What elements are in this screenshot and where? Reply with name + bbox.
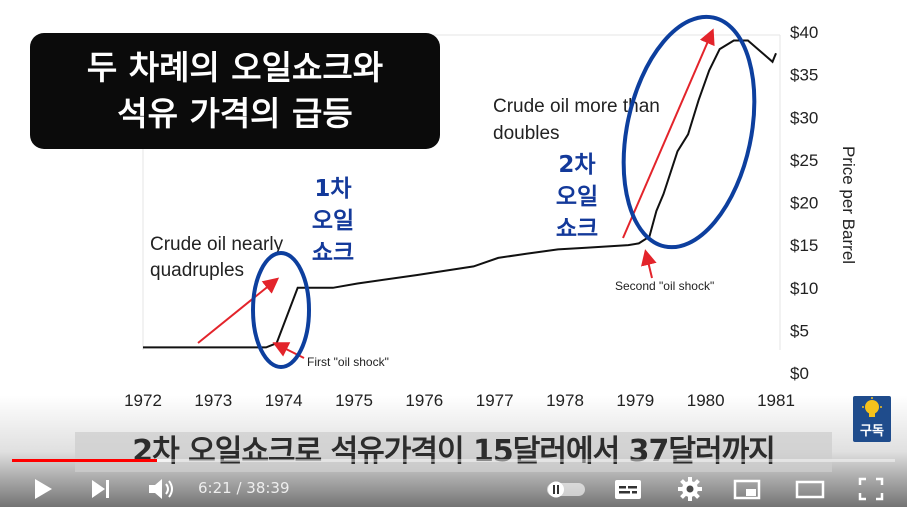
annotation-first-oil-shock: First "oil shock"	[307, 355, 389, 369]
y-axis-ticks: $0 $5 $10 $15 $20 $25 $30 $35 $40	[790, 23, 818, 383]
y-tick-label: $35	[790, 66, 818, 85]
korean-label-second-line1: 2차	[558, 152, 595, 178]
highlight-ellipse-first-shock	[251, 251, 311, 369]
korean-label-second-shock: 2차 오일 쇼크	[556, 152, 598, 242]
fullscreen-icon[interactable]	[855, 474, 887, 504]
time-total: 38:39	[246, 479, 290, 497]
progress-bar[interactable]	[12, 459, 895, 462]
volume-icon[interactable]	[145, 474, 177, 504]
korean-label-first-line1: 1차	[314, 176, 351, 202]
arrow-quadruples	[197, 277, 280, 344]
annotation-quadruples-line1: Crude oil nearly	[150, 234, 284, 255]
subtitles-icon[interactable]	[612, 474, 644, 504]
y-tick-label: $15	[790, 236, 818, 255]
highlight-ellipse-second-shock	[621, 14, 757, 250]
korean-label-first-line3: 쇼크	[312, 240, 354, 266]
korean-label-second-line3: 쇼크	[556, 216, 598, 242]
korean-label-second-line2: 오일	[556, 184, 598, 210]
annotation-doubles-line1: Crude oil more than	[493, 96, 660, 117]
annotation-second-oil-shock: Second "oil shock"	[615, 279, 714, 293]
y-tick-label: $20	[790, 194, 818, 213]
annotation-quadruples-line2: quadruples	[150, 260, 244, 281]
series-line	[143, 39, 777, 349]
theater-icon[interactable]	[793, 474, 827, 504]
korean-label-first-line2: 오일	[312, 208, 354, 234]
y-tick-label: $10	[790, 279, 818, 298]
annotation-doubles-line2: doubles	[493, 123, 560, 144]
subscribe-button[interactable]: 구독	[853, 396, 891, 442]
subscribe-label: 구독	[860, 424, 884, 439]
caption-band	[75, 432, 832, 472]
next-icon[interactable]	[88, 474, 114, 504]
y-axis-label: Price per Barrel	[839, 146, 858, 264]
caption-text: 2차 오일쇼크로 석유가격이 15달러에서 37달러까지	[132, 434, 776, 469]
autoplay-toggle-icon[interactable]	[544, 474, 588, 504]
time-current: 6:21	[198, 479, 232, 497]
miniplayer-icon[interactable]	[731, 474, 763, 504]
settings-gear-icon[interactable]	[675, 474, 705, 504]
title-line-2: 석유 가격의 급등	[117, 94, 353, 133]
arrow-second-shock	[641, 249, 657, 279]
arrow-doubles	[622, 28, 715, 239]
progress-played	[12, 459, 157, 462]
korean-label-first-shock: 1차 오일 쇼크	[312, 176, 354, 266]
y-tick-label: $5	[790, 321, 809, 340]
lightbulb-icon	[862, 397, 882, 417]
time-separator: /	[231, 479, 247, 497]
title-overlay: 두 차례의 오일쇼크와 석유 가격의 급등	[30, 33, 440, 149]
y-tick-label: $25	[790, 151, 818, 170]
y-tick-label: $40	[790, 23, 818, 42]
time-display: 6:21 / 38:39	[198, 479, 290, 497]
y-tick-label: $30	[790, 108, 818, 127]
y-tick-label: $0	[790, 364, 809, 383]
title-line-1: 두 차례의 오일쇼크와	[86, 48, 384, 87]
play-icon[interactable]	[30, 474, 56, 504]
